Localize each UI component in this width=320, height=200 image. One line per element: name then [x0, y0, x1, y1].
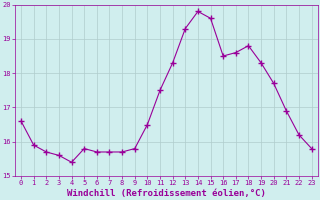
X-axis label: Windchill (Refroidissement éolien,°C): Windchill (Refroidissement éolien,°C)	[67, 189, 266, 198]
